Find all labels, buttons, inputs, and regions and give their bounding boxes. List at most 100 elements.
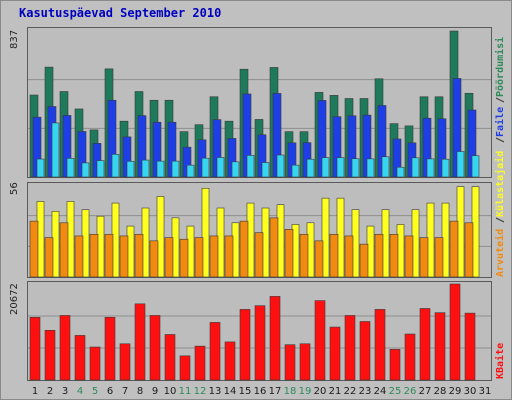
bar-traffic-in bbox=[321, 197, 330, 278]
day-label: 13 bbox=[209, 386, 222, 397]
bar-traffic-out bbox=[284, 229, 294, 278]
bar-bandwidth bbox=[74, 335, 86, 381]
bar-hits bbox=[381, 156, 390, 178]
bar-hits bbox=[291, 164, 300, 178]
bar-hits bbox=[276, 154, 285, 178]
day-label: 15 bbox=[239, 386, 252, 397]
day-label: 5 bbox=[92, 386, 98, 397]
day-label: 10 bbox=[164, 386, 177, 397]
day-label: 9 bbox=[152, 386, 158, 397]
chart-title: Kasutuspäevad September 2010 bbox=[19, 6, 222, 20]
bar-hits bbox=[156, 160, 165, 178]
bar-hits bbox=[81, 162, 90, 178]
day-label: 6 bbox=[107, 386, 113, 397]
bar-bandwidth bbox=[269, 296, 281, 381]
bar-bandwidth bbox=[149, 315, 161, 381]
bar-traffic-out bbox=[464, 222, 474, 278]
bar-bandwidth bbox=[134, 303, 146, 381]
bar-traffic-out bbox=[344, 235, 354, 278]
bar-hits bbox=[321, 157, 330, 178]
bar-traffic-out bbox=[299, 233, 309, 278]
bar-bandwidth bbox=[194, 345, 206, 381]
bar-bandwidth bbox=[179, 355, 191, 381]
day-label: 8 bbox=[137, 386, 143, 397]
bar-traffic-out bbox=[59, 222, 69, 278]
bar-traffic-out bbox=[194, 237, 204, 278]
day-label: 18 bbox=[284, 386, 297, 397]
day-label: 28 bbox=[434, 386, 447, 397]
bar-traffic-out bbox=[89, 233, 99, 278]
bar-traffic-out bbox=[434, 237, 444, 278]
bar-traffic-out bbox=[164, 237, 174, 278]
day-label: 1 bbox=[32, 386, 38, 397]
bar-traffic-out bbox=[149, 240, 159, 278]
bar-hits bbox=[231, 161, 240, 178]
bar-traffic-out bbox=[374, 233, 384, 278]
bar-traffic-in bbox=[156, 196, 165, 278]
bar-bandwidth bbox=[224, 341, 236, 381]
bar-hits bbox=[51, 122, 60, 178]
day-label: 12 bbox=[194, 386, 207, 397]
bar-bandwidth bbox=[239, 309, 251, 381]
bar-traffic-in bbox=[201, 187, 210, 278]
day-label: 27 bbox=[419, 386, 432, 397]
bar-hits bbox=[411, 157, 420, 178]
bar-bandwidth bbox=[449, 283, 461, 381]
bar-bandwidth bbox=[314, 300, 326, 381]
day-label: 20 bbox=[314, 386, 327, 397]
day-label: 25 bbox=[389, 386, 402, 397]
bar-hits bbox=[426, 158, 435, 178]
bar-traffic-out bbox=[404, 235, 414, 278]
bar-traffic-out bbox=[239, 220, 249, 278]
day-label: 23 bbox=[359, 386, 372, 397]
bar-hits bbox=[186, 164, 195, 178]
bar-bandwidth bbox=[104, 317, 116, 381]
bar-traffic-out bbox=[119, 235, 129, 278]
bar-hits bbox=[471, 155, 480, 178]
bar-bandwidth bbox=[329, 326, 341, 381]
bar-hits bbox=[216, 157, 225, 178]
bar-hits bbox=[36, 158, 45, 178]
bar-hits bbox=[246, 155, 255, 178]
bar-bandwidth bbox=[374, 309, 386, 381]
bar-traffic-out bbox=[314, 240, 324, 278]
bar-hits bbox=[111, 154, 120, 178]
bar-hits bbox=[441, 158, 450, 178]
bar-hits bbox=[261, 162, 270, 178]
bar-hits bbox=[366, 158, 375, 178]
bar-hits bbox=[96, 160, 105, 178]
bar-bandwidth bbox=[464, 312, 476, 381]
day-label: 26 bbox=[404, 386, 417, 397]
day-label: 19 bbox=[299, 386, 312, 397]
bar-traffic-out bbox=[209, 235, 219, 278]
day-label: 31 bbox=[479, 386, 492, 397]
day-label: 17 bbox=[269, 386, 282, 397]
day-label: 24 bbox=[374, 386, 387, 397]
bar-bandwidth bbox=[389, 349, 401, 381]
bar-hits bbox=[66, 158, 75, 178]
day-label: 7 bbox=[122, 386, 128, 397]
bar-hits bbox=[306, 158, 315, 178]
bar-traffic-out bbox=[329, 233, 339, 278]
bar-bandwidth bbox=[344, 315, 356, 381]
bar-bandwidth bbox=[284, 344, 296, 381]
bar-bandwidth bbox=[29, 317, 41, 381]
bar-bandwidth bbox=[359, 321, 371, 381]
bar-hits bbox=[456, 151, 465, 178]
bar-hits bbox=[126, 161, 135, 178]
bar-traffic-out bbox=[224, 235, 234, 278]
bar-bandwidth bbox=[404, 333, 416, 381]
day-label: 16 bbox=[254, 386, 267, 397]
bar-bandwidth bbox=[419, 308, 431, 381]
bar-traffic-out bbox=[389, 233, 399, 278]
bar-bandwidth bbox=[254, 305, 266, 381]
bar-bandwidth bbox=[164, 334, 176, 381]
bar-traffic-out bbox=[74, 235, 84, 278]
bar-hits bbox=[201, 157, 210, 178]
day-label: 14 bbox=[224, 386, 237, 397]
day-label: 29 bbox=[449, 386, 462, 397]
day-label: 3 bbox=[62, 386, 68, 397]
bar-traffic-out bbox=[44, 237, 54, 278]
day-label: 21 bbox=[329, 386, 342, 397]
